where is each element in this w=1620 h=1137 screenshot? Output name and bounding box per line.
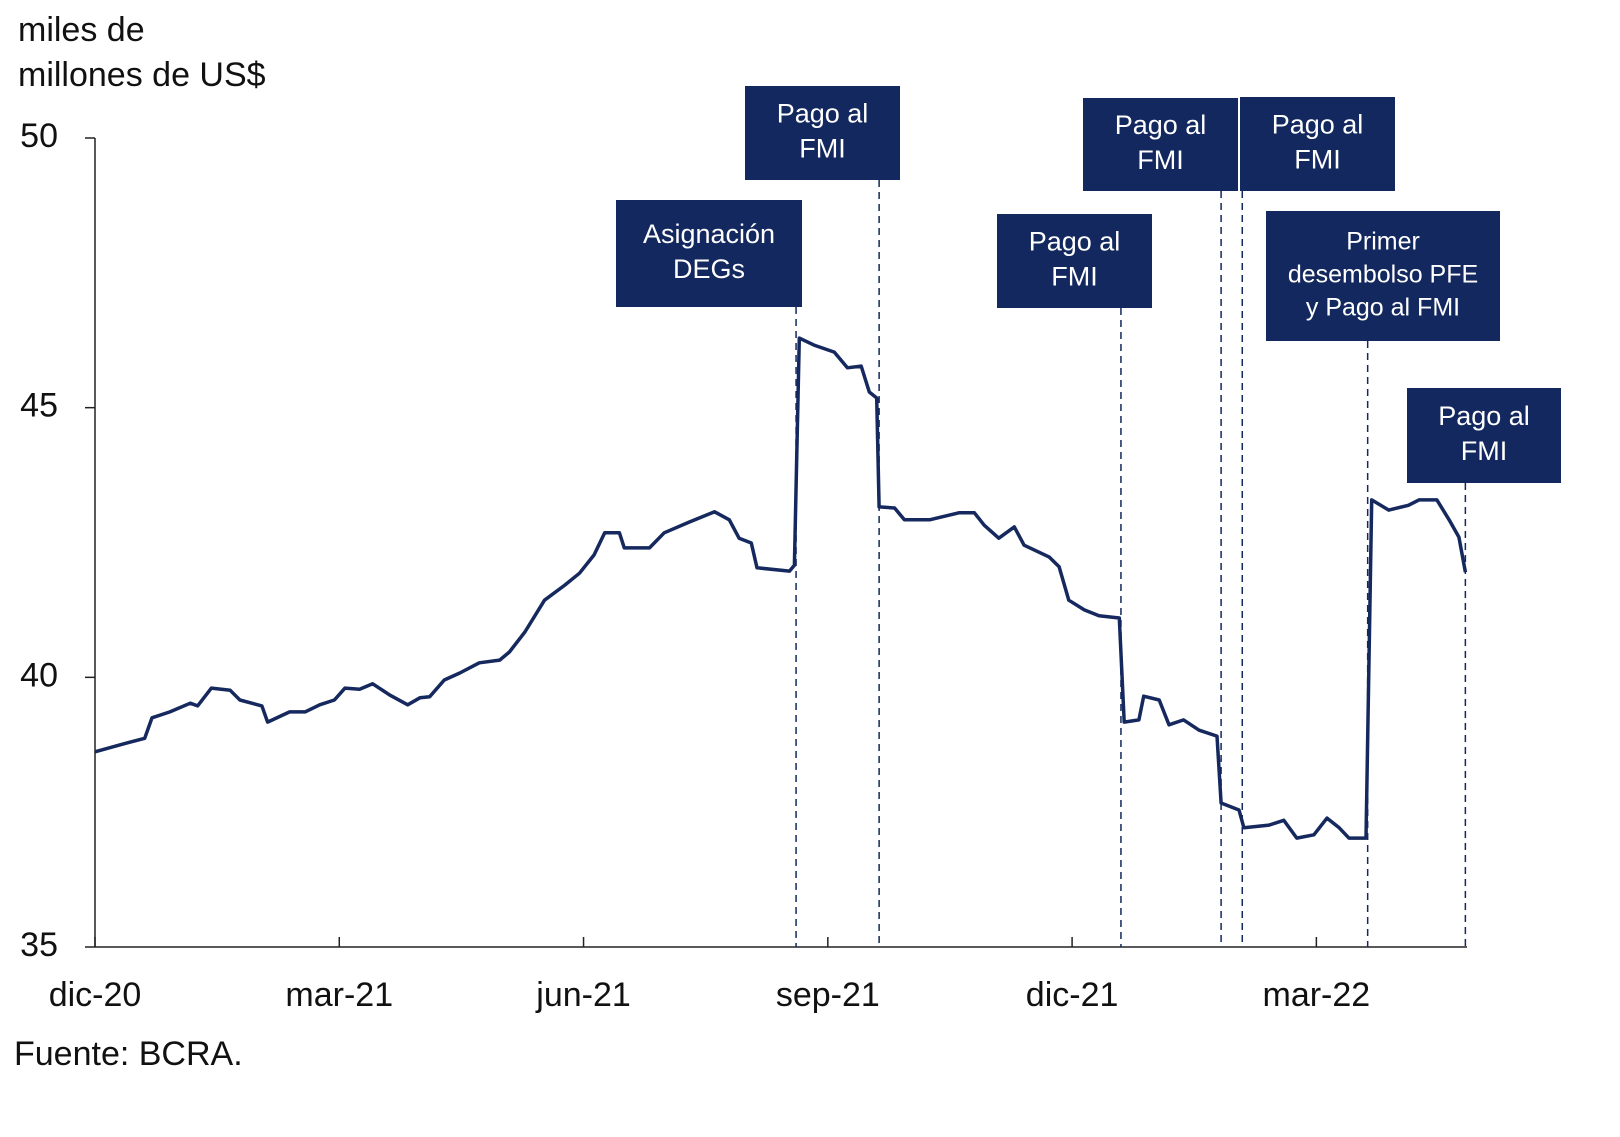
y-tick-label: 50	[20, 117, 58, 155]
y-tick-label: 45	[20, 387, 58, 425]
annotation-text: DEGs	[673, 254, 745, 284]
source-note: Fuente: BCRA.	[14, 1035, 243, 1073]
x-tick-label: mar-22	[1263, 976, 1371, 1014]
annotation-text: FMI	[799, 134, 846, 164]
annotation-text: Pago al	[777, 99, 869, 129]
data-line	[94, 336, 1468, 840]
annotation-text: desembolso PFE	[1288, 261, 1478, 289]
x-tick-label: sep-21	[776, 976, 880, 1014]
annotation-text: Pago al	[1115, 110, 1207, 140]
annotation-text: FMI	[1461, 436, 1508, 466]
y-axis-label: miles de	[18, 11, 145, 49]
annotation-text: Asignación	[643, 219, 775, 249]
annotation-text: Pago al	[1438, 401, 1530, 431]
annotation-text: Pago al	[1272, 110, 1364, 140]
annotation-box	[1240, 97, 1395, 191]
annotation-box	[1083, 98, 1238, 191]
annotation-text: FMI	[1294, 145, 1341, 175]
annotation-text: FMI	[1137, 145, 1184, 175]
annotation-text: Primer	[1346, 228, 1420, 256]
annotation-text: FMI	[1051, 262, 1098, 292]
annotation-box	[616, 200, 802, 307]
annotation-text: y Pago al FMI	[1306, 294, 1460, 322]
annotation-box	[1266, 211, 1500, 341]
annotation-box	[997, 214, 1152, 308]
y-tick-label: 40	[20, 656, 58, 694]
y-tick-label: 35	[20, 926, 58, 964]
x-tick-label: mar-21	[285, 976, 393, 1014]
y-axis-label: millones de US$	[18, 56, 266, 94]
annotation-box	[745, 86, 900, 180]
x-tick-label: dic-21	[1026, 976, 1119, 1014]
x-tick-label: dic-20	[49, 976, 142, 1014]
x-tick-label: jun-21	[535, 976, 631, 1014]
annotation-box	[1407, 388, 1561, 483]
annotation-text: Pago al	[1029, 227, 1121, 257]
